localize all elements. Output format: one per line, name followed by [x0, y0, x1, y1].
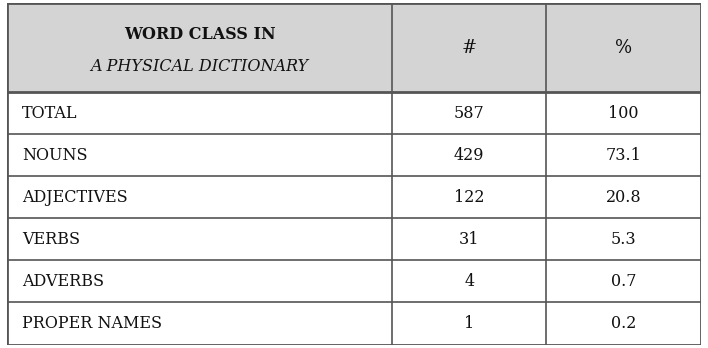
Text: A PHYSICAL DICTIONARY: A PHYSICAL DICTIONARY	[91, 58, 309, 75]
Text: 100: 100	[608, 105, 639, 122]
Text: 587: 587	[454, 105, 484, 122]
Text: WORD CLASS IN: WORD CLASS IN	[124, 26, 275, 43]
Bar	[7, 260, 701, 302]
Text: PROPER NAMES: PROPER NAMES	[23, 315, 162, 332]
Bar	[7, 218, 701, 260]
Text: TOTAL: TOTAL	[23, 105, 78, 122]
Text: 1: 1	[464, 315, 474, 332]
Text: 0.2: 0.2	[611, 315, 636, 332]
Text: %: %	[615, 39, 632, 57]
Text: 122: 122	[454, 189, 484, 206]
Bar	[7, 302, 701, 345]
Text: ADVERBS: ADVERBS	[23, 273, 104, 290]
Text: VERBS: VERBS	[23, 231, 80, 248]
Text: 429: 429	[454, 147, 484, 164]
Bar	[7, 3, 701, 92]
Bar	[7, 176, 701, 218]
Text: NOUNS: NOUNS	[23, 147, 88, 164]
Text: 73.1: 73.1	[605, 147, 641, 164]
Text: 20.8: 20.8	[606, 189, 641, 206]
Text: 4: 4	[464, 273, 474, 290]
Bar	[7, 134, 701, 176]
Text: ADJECTIVES: ADJECTIVES	[23, 189, 128, 206]
Text: #: #	[462, 39, 476, 57]
Text: 5.3: 5.3	[611, 231, 636, 248]
Bar	[7, 92, 701, 134]
Text: 0.7: 0.7	[611, 273, 636, 290]
Text: 31: 31	[459, 231, 479, 248]
